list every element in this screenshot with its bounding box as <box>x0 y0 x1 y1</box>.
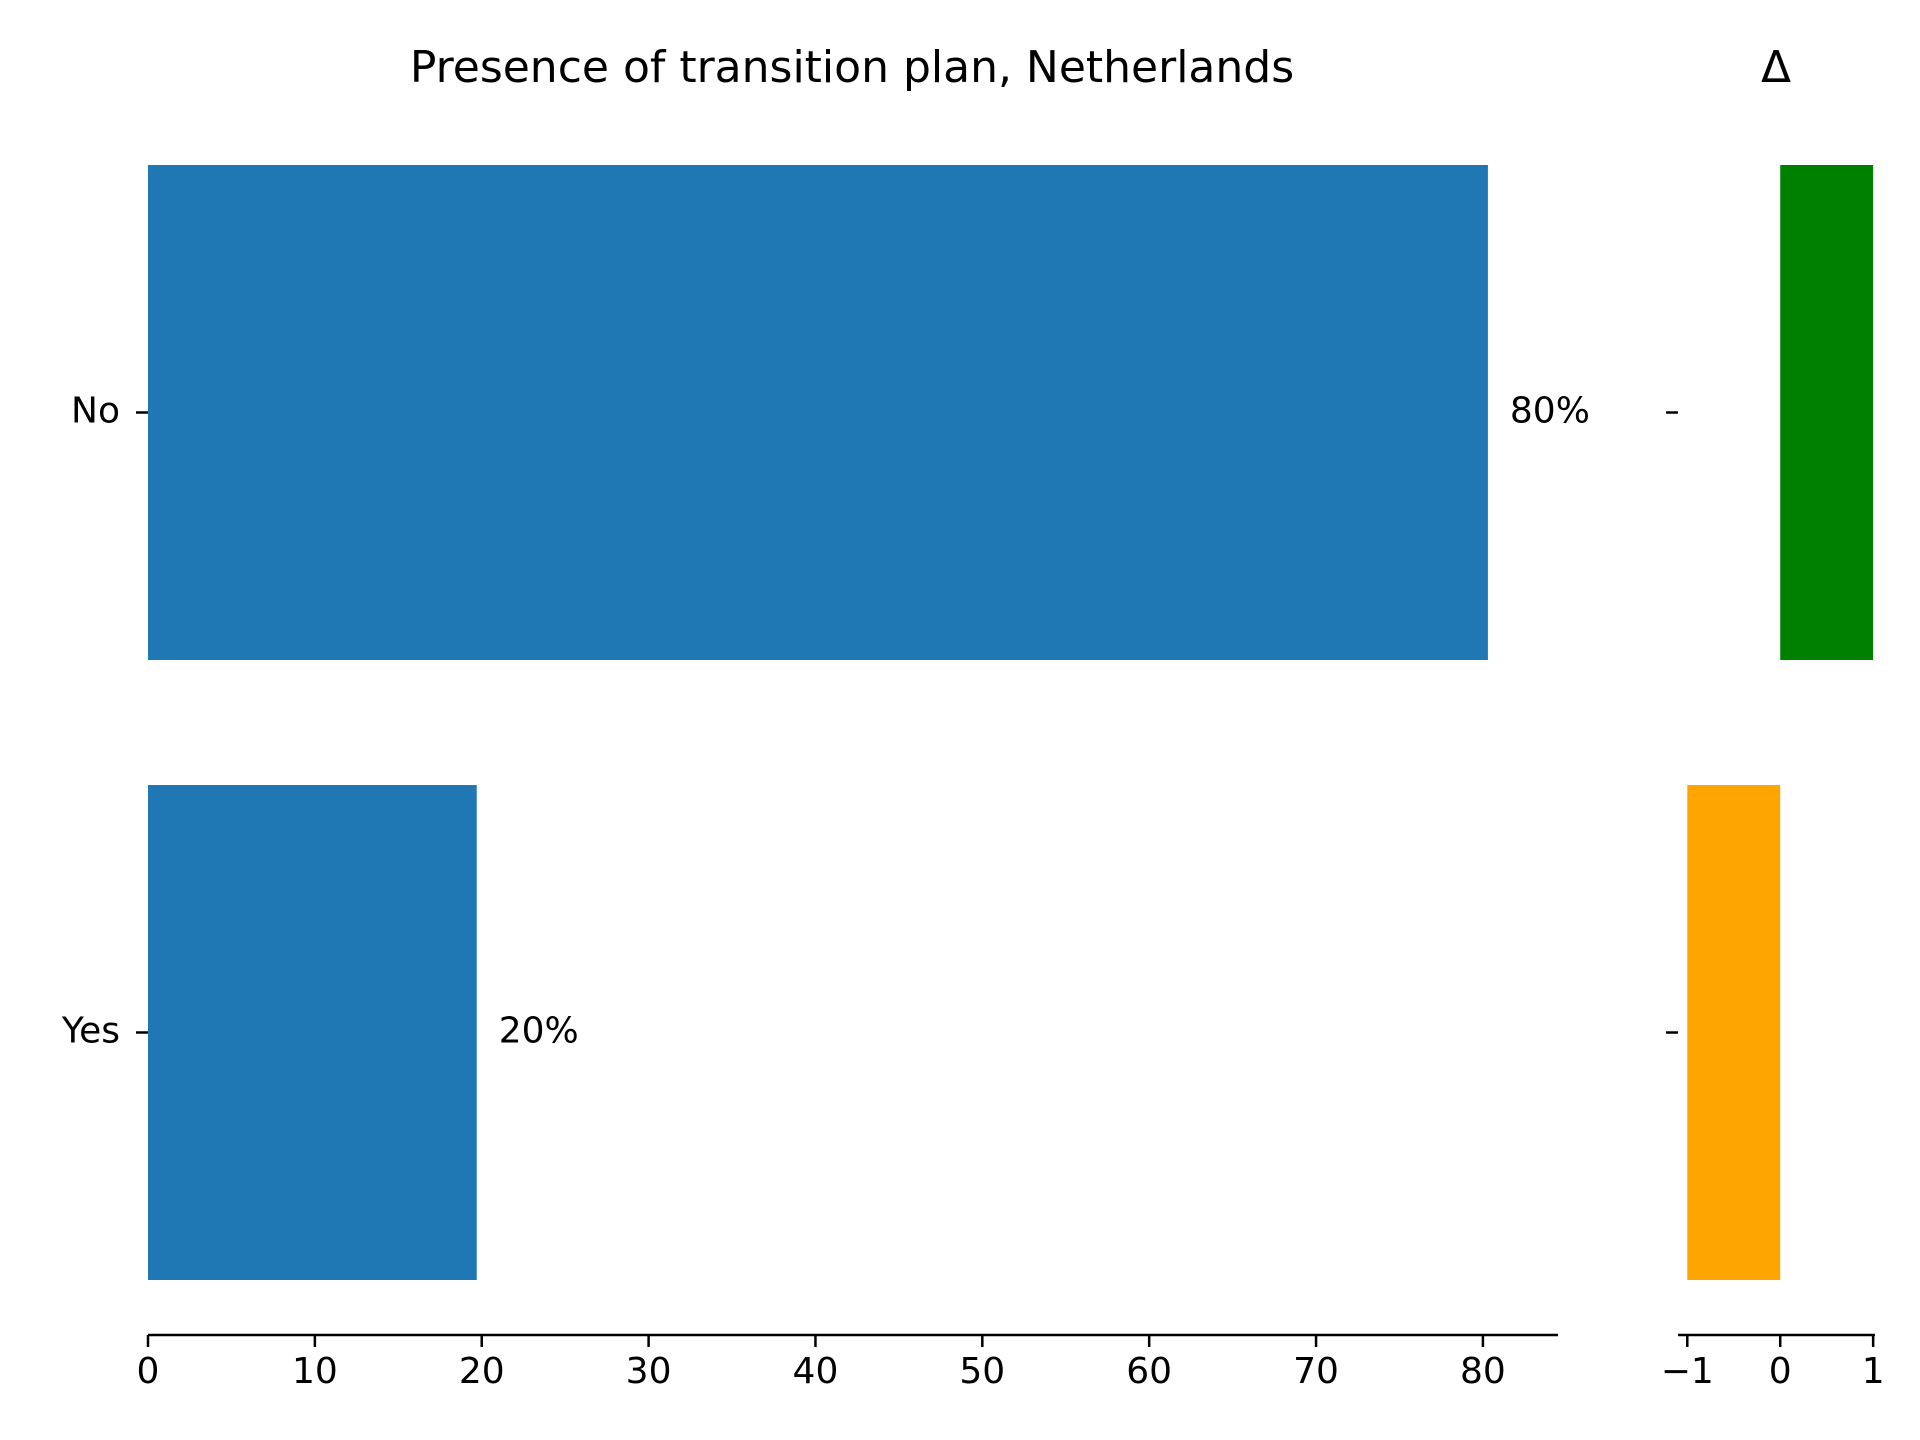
x-tick-label-30: 30 <box>626 1351 672 1392</box>
x-tick-label-50: 50 <box>959 1351 1005 1392</box>
x-tick-label-40: 40 <box>793 1351 839 1392</box>
main-bars: 80% 20% <box>148 165 1590 1280</box>
delta-bar-no <box>1780 165 1874 660</box>
bar-yes <box>148 785 477 1280</box>
delta-x-tick-label-1: 1 <box>1862 1351 1885 1392</box>
delta-bar-yes <box>1687 785 1781 1280</box>
x-tick-label-60: 60 <box>1126 1351 1172 1392</box>
x-tick-label-20: 20 <box>459 1351 505 1392</box>
delta-chart-title: Δ <box>1761 42 1791 93</box>
x-tick-label-70: 70 <box>1293 1351 1339 1392</box>
delta-y-axis <box>1666 411 1678 1034</box>
delta-x-tick-label-0: 0 <box>1769 1351 1792 1392</box>
delta-x-axis: −1 0 1 <box>1661 1333 1885 1392</box>
x-tick-label-0: 0 <box>137 1351 160 1392</box>
y-tick-label-no: No <box>71 391 120 432</box>
x-tick-label-80: 80 <box>1460 1351 1506 1392</box>
delta-chart-panel: Δ −1 0 1 <box>1661 42 1885 1392</box>
delta-x-tick-label-neg1: −1 <box>1661 1351 1714 1392</box>
main-chart-panel: Presence of transition plan, Netherlands… <box>61 42 1590 1392</box>
delta-bars <box>1687 165 1874 1280</box>
data-label-yes: 20% <box>499 1011 579 1052</box>
data-label-no: 80% <box>1510 391 1590 432</box>
main-x-axis: 0 10 20 30 40 50 60 70 80 <box>137 1333 1558 1392</box>
y-tick-label-yes: Yes <box>61 1011 120 1052</box>
main-chart-title: Presence of transition plan, Netherlands <box>410 42 1294 93</box>
x-tick-label-10: 10 <box>292 1351 338 1392</box>
main-y-axis: No Yes <box>61 391 148 1052</box>
bar-no <box>148 165 1488 660</box>
